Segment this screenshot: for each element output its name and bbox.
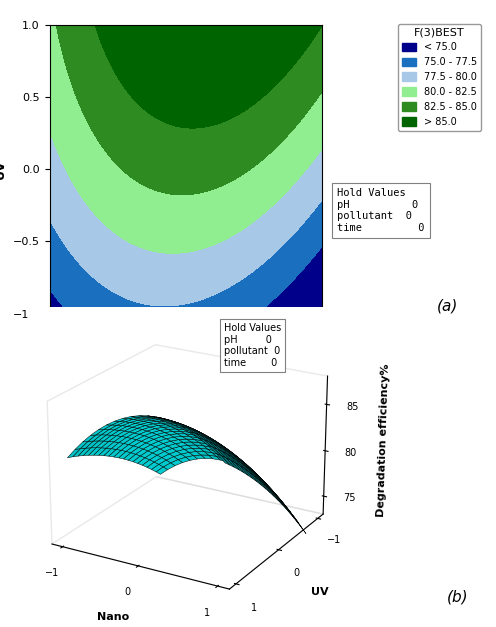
Text: (a): (a) [436, 298, 458, 314]
X-axis label: Nano: Nano [168, 339, 204, 352]
Text: Hold Values
pH         0
pollutant  0
time        0: Hold Values pH 0 pollutant 0 time 0 [224, 323, 281, 367]
Legend: < 75.0, 75.0 - 77.5, 77.5 - 80.0, 80.0 - 82.5, 82.5 - 85.0, > 85.0: < 75.0, 75.0 - 77.5, 77.5 - 80.0, 80.0 -… [398, 24, 481, 130]
Text: (b): (b) [446, 590, 468, 605]
Y-axis label: UV: UV [311, 587, 328, 597]
X-axis label: Nano: Nano [97, 612, 129, 622]
Text: Hold Values
pH          0
pollutant  0
time         0: Hold Values pH 0 pollutant 0 time 0 [337, 188, 425, 233]
Y-axis label: UV: UV [0, 159, 7, 179]
